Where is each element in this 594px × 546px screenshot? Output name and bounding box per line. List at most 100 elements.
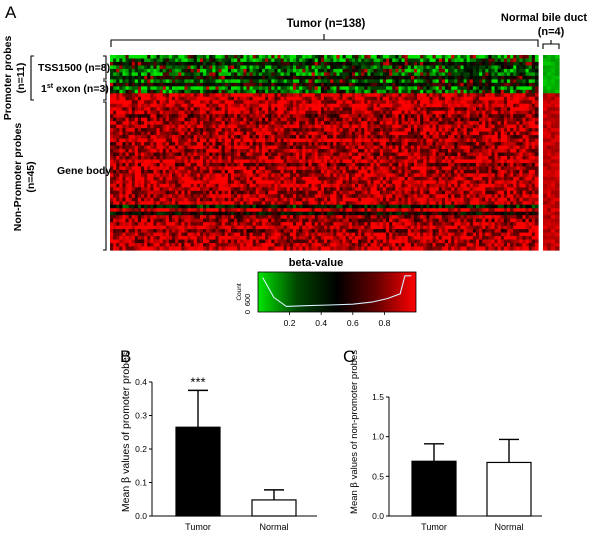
heatmap-cell (506, 68, 511, 74)
heatmap-cell (196, 58, 201, 63)
heatmap-cell (497, 89, 502, 94)
heatmap-cell (324, 55, 328, 60)
heatmap-cell (389, 75, 393, 80)
heatmap-cell (317, 96, 322, 101)
heatmap-cell (482, 82, 486, 87)
heatmap-cell (289, 68, 294, 74)
heatmap-cell (128, 75, 133, 80)
heatmap-cell (373, 68, 378, 74)
heatmap-cell (305, 65, 310, 70)
heatmap-cell (336, 75, 341, 80)
heatmap-cell (417, 75, 421, 80)
heatmap-cell (392, 55, 396, 60)
heatmap-cell (522, 96, 527, 101)
heatmap-cell (147, 86, 151, 91)
heatmap-cell (153, 61, 158, 67)
heatmap-cell (141, 61, 145, 67)
heatmap-cell (165, 89, 170, 94)
heatmap-cell (134, 65, 139, 70)
heatmap-cell (227, 72, 232, 77)
heatmap-cell (327, 65, 331, 70)
heatmap-cell (479, 61, 483, 67)
heatmap-cell (168, 89, 173, 94)
heatmap-cell (227, 58, 232, 63)
heatmap-cell (488, 82, 493, 87)
heatmap-cell (168, 82, 173, 87)
heatmap-cell (395, 61, 400, 67)
heatmap-cell (144, 96, 148, 101)
heatmap-cell (404, 68, 409, 74)
heatmap-cell (376, 65, 381, 70)
heatmap-cell (212, 89, 217, 94)
heatmap-cell (457, 93, 462, 98)
heatmap-cell (525, 75, 530, 80)
heatmap-cell (333, 100, 337, 105)
heatmap-cell (534, 173, 539, 178)
heatmap-cell (429, 65, 434, 70)
heatmap-cell (156, 65, 161, 70)
panel-letter-a: A (5, 3, 17, 22)
heatmap-cell (401, 79, 406, 84)
heatmap-cell (308, 72, 313, 77)
heatmap-cell (351, 75, 356, 80)
heatmap-cell (165, 86, 170, 91)
heatmap-cell (404, 89, 409, 94)
heatmap-cell (206, 65, 210, 70)
heatmap-cell (193, 79, 198, 84)
heatmap-cell (336, 86, 341, 91)
heatmap-cell (268, 55, 272, 60)
heatmap-cell (280, 89, 285, 94)
heatmap-cell (426, 93, 431, 98)
heatmap-cell (237, 93, 241, 98)
heatmap-cell (221, 82, 226, 87)
heatmap-cell (513, 68, 517, 74)
heatmap-cell (261, 55, 266, 60)
heatmap-cell (283, 82, 288, 87)
heatmap-cell (305, 100, 310, 105)
heatmap-cell (147, 68, 151, 74)
heatmap-cell (172, 61, 176, 67)
heatmap-cell (451, 61, 455, 67)
heatmap-cell (475, 68, 480, 74)
heatmap-cell (261, 93, 266, 98)
heatmap-cell (448, 86, 452, 91)
heatmap-cell (172, 72, 176, 77)
heatmap-cell (401, 65, 406, 70)
heatmap-cell (144, 100, 148, 105)
heatmap-cell (237, 61, 241, 67)
heatmap-cell (302, 93, 306, 98)
heatmap-cell (398, 86, 403, 91)
heatmap-cell (441, 86, 446, 91)
heatmap-cell (382, 82, 387, 87)
heatmap-cell (252, 86, 257, 91)
heatmap-cell (274, 93, 279, 98)
heatmap-cell (203, 79, 207, 84)
heatmap-cell (519, 65, 524, 70)
heatmap-cell (324, 96, 328, 101)
heatmap-cell (358, 65, 362, 70)
heatmap-cell (348, 100, 353, 105)
heatmap-cell (358, 86, 362, 91)
heatmap-cell (451, 82, 455, 87)
heatmap-cell (466, 75, 471, 80)
heatmap-cell (314, 65, 319, 70)
heatmap-cell (181, 96, 186, 101)
heatmap-cell (311, 75, 316, 80)
heatmap-cell (482, 61, 486, 67)
heatmap-cell (342, 58, 347, 63)
heatmap-cell (342, 65, 347, 70)
heatmap-cell (410, 89, 415, 94)
heatmap-cell (227, 79, 232, 84)
heatmap-cell (454, 55, 458, 60)
heatmap-cell (376, 100, 381, 105)
heatmap-cell (324, 79, 328, 84)
heatmap-cell (147, 100, 151, 105)
heatmap-cell (510, 93, 514, 98)
heatmap-cell (144, 82, 148, 87)
heatmap-cell (370, 86, 375, 91)
heatmap-cell (479, 58, 483, 63)
heatmap-cell (209, 65, 213, 70)
heatmap-cell (522, 93, 527, 98)
heatmap-cell (420, 100, 424, 105)
heatmap-cell (255, 61, 260, 67)
